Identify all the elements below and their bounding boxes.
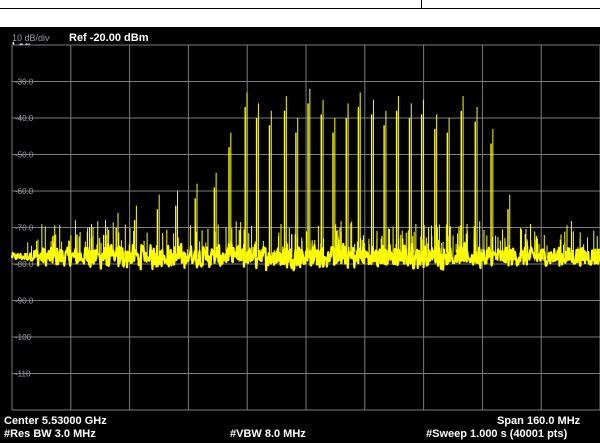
scale-per-division-label: 10 dB/div bbox=[12, 33, 50, 43]
y-tick-label: -90.0 bbox=[15, 297, 34, 306]
y-tick-label: -100 bbox=[15, 333, 32, 342]
y-tick-label: -80.0 bbox=[15, 260, 34, 269]
resolution-bandwidth-label: #Res BW 3.0 MHz bbox=[4, 428, 96, 440]
reference-level-label: Ref -20.00 dBm bbox=[69, 32, 149, 44]
y-tick-label: -30.0 bbox=[15, 78, 34, 87]
top-strip bbox=[0, 0, 600, 27]
top-separator-tick bbox=[421, 0, 422, 8]
sweep-label: #Sweep 1.000 s (40001 pts) bbox=[426, 428, 568, 440]
y-tick-label: -40.0 bbox=[15, 114, 34, 123]
y-tick-label: -110 bbox=[15, 370, 31, 379]
center-frequency-label: Center 5.53000 GHz bbox=[4, 415, 107, 427]
span-label: Span 160.0 MHz bbox=[497, 415, 581, 427]
top-separator-line bbox=[0, 8, 600, 9]
video-bandwidth-label: #VBW 8.0 MHz bbox=[230, 428, 306, 440]
y-tick-label: -70.0 bbox=[15, 224, 34, 233]
y-tick-label: -50.0 bbox=[15, 151, 34, 160]
y-tick-label: -60.0 bbox=[15, 187, 34, 196]
